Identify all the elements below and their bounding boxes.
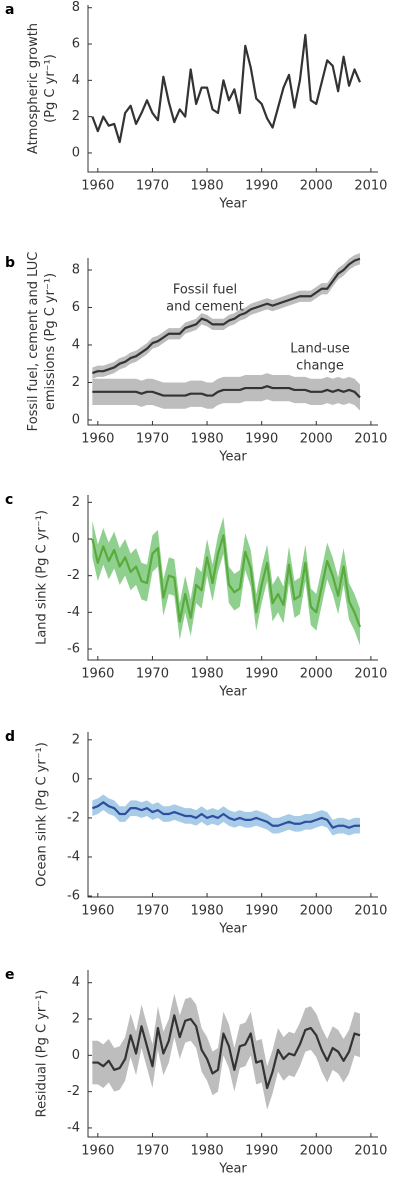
- y-tick-label: 0: [72, 412, 80, 427]
- x-tick-label: 2000: [300, 1144, 333, 1159]
- x-tick-label: 1980: [191, 904, 224, 919]
- x-tick-label: 1960: [81, 179, 114, 194]
- x-tick-label: 2010: [354, 1144, 387, 1159]
- uncertainty-band: [92, 993, 360, 1110]
- uncertainty-band: [92, 517, 360, 646]
- x-axis-label: Year: [218, 922, 247, 937]
- y-tick-label: 6: [72, 37, 80, 52]
- y-axis-label: (Pg C yr⁻¹): [43, 54, 58, 123]
- x-tick-label: 1980: [191, 432, 224, 447]
- y-tick-label: 8: [72, 0, 80, 15]
- x-tick-label: 1970: [136, 432, 169, 447]
- y-axis-label: Land sink (Pg C yr⁻¹): [35, 510, 50, 645]
- y-tick-label: 0: [72, 145, 80, 160]
- x-tick-label: 1960: [81, 904, 114, 919]
- panel-label: b: [5, 255, 15, 271]
- x-tick-label: 1970: [136, 1144, 169, 1159]
- x-tick-label: 2010: [354, 904, 387, 919]
- y-tick-label: 2: [72, 109, 80, 124]
- annotation: and cement: [166, 300, 244, 315]
- x-tick-label: 2010: [354, 432, 387, 447]
- y-tick-label: -4: [67, 1120, 80, 1135]
- y-tick-label: 8: [72, 262, 80, 277]
- x-axis-label: Year: [218, 1162, 247, 1177]
- y-tick-label: -2: [67, 1084, 80, 1099]
- x-tick-label: 2010: [354, 179, 387, 194]
- x-tick-label: 1960: [81, 1144, 114, 1159]
- y-tick-label: 2: [72, 732, 80, 747]
- x-tick-label: 1970: [136, 904, 169, 919]
- data-line: [91, 534, 362, 628]
- x-tick-label: 2000: [300, 904, 333, 919]
- x-tick-label: 1970: [136, 179, 169, 194]
- x-axis-label: Year: [218, 197, 247, 212]
- y-tick-label: 2: [72, 495, 80, 510]
- x-tick-label: 1980: [191, 179, 224, 194]
- y-tick-label: 0: [72, 1048, 80, 1063]
- y-tick-label: -6: [67, 642, 80, 657]
- y-tick-label: -2: [67, 810, 80, 825]
- y-tick-label: -2: [67, 568, 80, 583]
- y-tick-label: 4: [72, 975, 80, 990]
- y-axis-label: Fossil fuel, cement and LUC: [26, 252, 41, 432]
- x-tick-label: 1960: [81, 432, 114, 447]
- y-tick-label: 0: [72, 532, 80, 547]
- axes: [87, 732, 378, 898]
- x-tick-label: 1960: [81, 667, 114, 682]
- y-tick-label: 6: [72, 300, 80, 315]
- y-tick-label: 4: [72, 337, 80, 352]
- annotation: Fossil fuel: [173, 283, 237, 298]
- x-tick-label: 2010: [354, 667, 387, 682]
- axes: [87, 258, 378, 426]
- x-tick-label: 1990: [245, 179, 278, 194]
- uncertainty-band: [92, 373, 360, 411]
- y-tick-label: 2: [72, 375, 80, 390]
- panel-label: c: [5, 492, 13, 508]
- data-line: [92, 257, 361, 375]
- y-tick-label: -4: [67, 849, 80, 864]
- y-tick-label: 2: [72, 1012, 80, 1027]
- x-axis-label: Year: [218, 450, 247, 465]
- panel-label: e: [5, 967, 15, 983]
- data-line: [91, 33, 361, 144]
- x-tick-label: 1980: [191, 1144, 224, 1159]
- uncertainty-band: [92, 253, 360, 379]
- y-tick-label: -4: [67, 605, 80, 620]
- y-tick-label: 4: [72, 73, 80, 88]
- panel-label: a: [5, 2, 14, 18]
- y-tick-label: -6: [67, 889, 80, 904]
- annotation: Land-use: [290, 342, 349, 357]
- x-tick-label: 1980: [191, 667, 224, 682]
- data-line: [91, 801, 360, 829]
- x-tick-label: 1990: [245, 1144, 278, 1159]
- x-tick-label: 1990: [245, 667, 278, 682]
- x-tick-label: 1990: [245, 432, 278, 447]
- y-axis-label: emissions (Pg C yr⁻¹): [43, 273, 58, 410]
- y-tick-label: 0: [72, 771, 80, 786]
- x-tick-label: 1990: [245, 904, 278, 919]
- axes: [87, 970, 378, 1138]
- annotation: change: [296, 359, 344, 374]
- x-tick-label: 1970: [136, 667, 169, 682]
- panel-label: d: [5, 729, 15, 745]
- x-tick-label: 2000: [300, 179, 333, 194]
- axes: [87, 495, 378, 661]
- y-axis-label: Ocean sink (Pg C yr⁻¹): [35, 742, 50, 887]
- axes: [87, 5, 378, 173]
- y-axis-label: Atmospheric growth: [26, 23, 41, 154]
- data-line: [92, 385, 361, 399]
- x-tick-label: 2000: [300, 432, 333, 447]
- x-tick-label: 2000: [300, 667, 333, 682]
- data-line: [92, 1014, 361, 1090]
- x-axis-label: Year: [218, 685, 247, 700]
- y-axis-label: Residual (Pg C yr⁻¹): [35, 990, 50, 1118]
